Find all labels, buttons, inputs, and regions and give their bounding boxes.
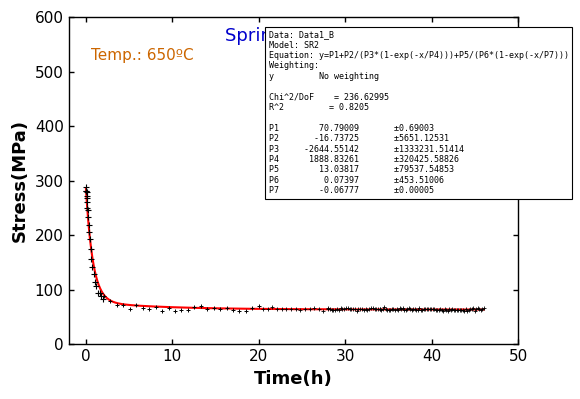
- Text: Spring-dashpot model: Spring-dashpot model: [225, 27, 425, 45]
- Y-axis label: Stress(MPa): Stress(MPa): [11, 119, 29, 242]
- Text: Temp.: 650ºC: Temp.: 650ºC: [91, 47, 194, 63]
- X-axis label: Time(h): Time(h): [254, 370, 333, 388]
- Text: Data: Data1_B
Model: SR2
Equation: y=P1+P2/(P3*(1-exp(-x/P4)))+P5/(P6*(1-exp(-x/: Data: Data1_B Model: SR2 Equation: y=P1+…: [269, 30, 569, 195]
